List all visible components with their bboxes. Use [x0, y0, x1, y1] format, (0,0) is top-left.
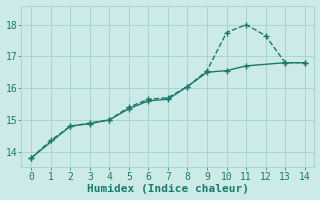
X-axis label: Humidex (Indice chaleur): Humidex (Indice chaleur) — [87, 184, 249, 194]
